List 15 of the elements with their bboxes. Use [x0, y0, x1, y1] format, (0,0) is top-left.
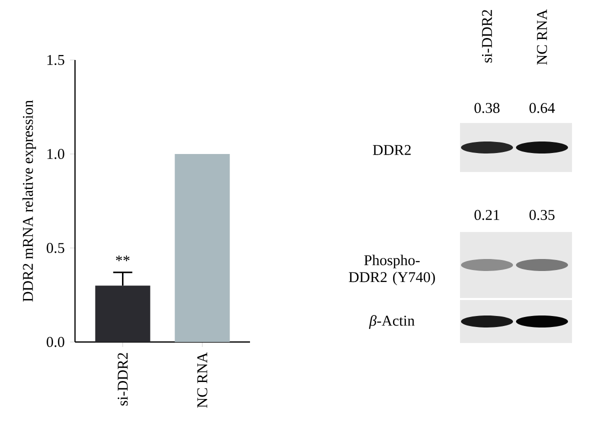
- text: 0.64: [529, 102, 555, 114]
- text: 0.35: [529, 210, 554, 220]
- y-axis-title: DDR2 mRNA relative expression: [22, 100, 36, 302]
- annotation: **: [116, 256, 130, 262]
- category-label: β-Actin: [368, 315, 415, 329]
- category-label: NC RNA: [536, 9, 548, 65]
- y-tick-label: 0.5: [46, 242, 64, 254]
- text: 0.38: [474, 102, 500, 114]
- text: 0.21: [474, 210, 500, 220]
- y-tick-label: 1.0: [47, 148, 64, 160]
- category-label: Phospho-DDR2 (Y740): [348, 254, 435, 286]
- y-tick-label: 1.5: [47, 54, 64, 66]
- y-tick-label: 0.0: [46, 336, 64, 348]
- category-label: DDR2: [372, 145, 411, 155]
- category-label: si-DDR2: [482, 10, 492, 63]
